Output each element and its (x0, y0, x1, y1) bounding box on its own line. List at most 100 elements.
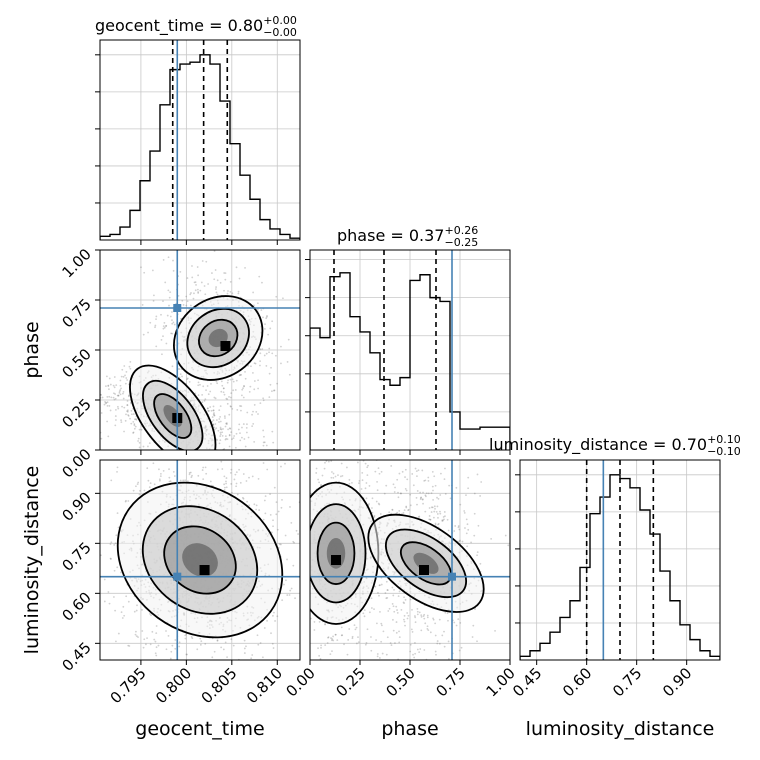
sample-point (228, 483, 230, 485)
sample-point (213, 428, 216, 431)
sample-point (443, 630, 445, 633)
sample-point (171, 322, 174, 325)
sample-point (253, 380, 256, 382)
sample-point (123, 365, 126, 367)
sample-point (115, 640, 117, 643)
sample-point (235, 432, 238, 435)
sample-point (304, 486, 306, 488)
sample-point (152, 462, 155, 465)
sample-point (318, 654, 321, 657)
sample-point (119, 393, 122, 396)
sample-point (120, 419, 122, 422)
sample-point (90, 391, 92, 393)
sample-point (205, 676, 207, 678)
sample-point (218, 668, 220, 670)
sample-point (303, 580, 305, 582)
chart-titles: geocent_time = 0.80+0.00 −0.00 phase = 0.… (95, 14, 741, 458)
sample-point (127, 414, 130, 417)
sample-point (223, 448, 226, 450)
sample-point (209, 406, 212, 408)
sample-point (265, 352, 268, 355)
sample-point (113, 569, 116, 572)
sample-point (305, 538, 307, 540)
sample-point (450, 661, 452, 663)
sample-point (216, 293, 219, 296)
sample-point (210, 454, 212, 456)
sample-point (417, 469, 420, 472)
sample-point (431, 455, 433, 457)
sample-point (264, 495, 267, 498)
sample-point (373, 516, 376, 518)
sample-point (200, 452, 202, 454)
sample-point (386, 589, 389, 592)
sample-point (86, 519, 88, 521)
tick-label-x: 0.60 (559, 664, 595, 700)
sample-point (301, 397, 303, 399)
sample-point (394, 486, 396, 489)
sample-point (327, 460, 330, 463)
sample-point (418, 515, 421, 518)
sample-point (269, 383, 272, 386)
sample-point (167, 453, 169, 455)
sample-point (419, 498, 422, 501)
sample-point (311, 457, 313, 459)
sample-point (440, 676, 442, 678)
sample-point (400, 608, 403, 611)
sample-point (294, 589, 296, 591)
sample-point (404, 624, 406, 627)
sample-point (303, 625, 305, 627)
sample-point (186, 378, 189, 381)
sample-point (124, 500, 127, 503)
sample-point (97, 421, 99, 423)
sample-point (297, 496, 299, 498)
sample-point (185, 295, 188, 298)
sample-point (295, 555, 297, 557)
sample-point (392, 605, 395, 608)
sample-point (120, 375, 123, 378)
sample-point (266, 619, 268, 622)
sample-point (246, 411, 249, 414)
sample-point (393, 610, 396, 613)
sample-point (105, 402, 107, 405)
sample-point (126, 400, 129, 402)
sample-point (331, 650, 333, 653)
sample-point (142, 445, 145, 448)
sample-point (389, 674, 391, 676)
sample-point (370, 636, 372, 638)
sample-point (108, 388, 110, 391)
sample-point (421, 469, 424, 472)
sample-point (163, 664, 165, 666)
sample-point (133, 418, 136, 421)
sample-point (219, 431, 222, 434)
sample-point (182, 479, 185, 482)
sample-point (306, 543, 308, 545)
sample-point (184, 479, 186, 482)
sample-point (122, 397, 125, 400)
sample-point (262, 518, 265, 521)
density-peak (220, 341, 231, 351)
sample-point (455, 486, 458, 489)
sample-point (385, 580, 388, 583)
sample-point (282, 549, 284, 551)
sample-point (348, 446, 350, 448)
sample-point (230, 468, 233, 471)
sample-point (109, 383, 112, 386)
sample-point (171, 644, 174, 647)
sample-point (361, 472, 364, 474)
sample-point (252, 372, 254, 374)
sample-point (223, 289, 225, 292)
sample-point (162, 335, 164, 338)
sample-point (305, 540, 307, 542)
sample-point (378, 657, 381, 659)
sample-point (137, 437, 140, 440)
sample-point (355, 714, 357, 716)
sample-point (243, 453, 245, 455)
sample-point (433, 475, 436, 478)
sample-point (169, 657, 172, 660)
sample-point (209, 480, 212, 483)
sample-point (267, 494, 269, 496)
sample-point (174, 661, 176, 663)
sample-point (386, 596, 389, 599)
sample-point (171, 311, 173, 313)
sample-point (204, 642, 207, 645)
